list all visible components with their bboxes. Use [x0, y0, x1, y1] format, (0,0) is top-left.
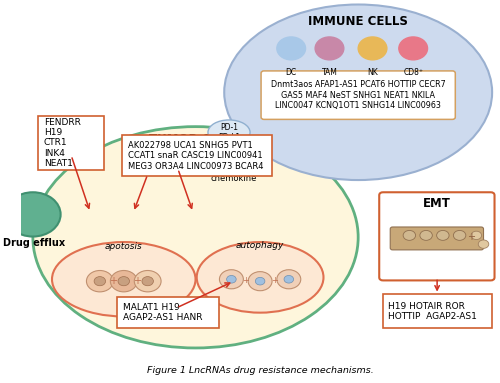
Ellipse shape [224, 5, 492, 180]
Text: chemokine: chemokine [210, 173, 257, 183]
Circle shape [399, 37, 428, 60]
FancyBboxPatch shape [122, 136, 272, 176]
Ellipse shape [33, 127, 358, 348]
Circle shape [454, 231, 466, 241]
Text: EMT: EMT [423, 197, 451, 210]
Text: +: + [466, 232, 474, 242]
Circle shape [248, 272, 272, 291]
Text: +: + [271, 276, 278, 285]
Circle shape [256, 277, 265, 285]
Ellipse shape [208, 120, 250, 145]
Circle shape [86, 270, 113, 292]
Circle shape [94, 277, 106, 286]
Text: IMMUNE CELLS: IMMUNE CELLS [308, 15, 408, 28]
Text: Dnmt3aos AFAP1-AS1 PCAT6 HOTTIP CECR7
GAS5 MAF4 NeST SNHG1 NEAT1 NKILA
LINC0047 : Dnmt3aos AFAP1-AS1 PCAT6 HOTTIP CECR7 GA… [271, 80, 446, 110]
Text: H19 HOTAIR ROR
HOTTIP  AGAP2-AS1: H19 HOTAIR ROR HOTTIP AGAP2-AS1 [388, 302, 477, 321]
FancyBboxPatch shape [382, 294, 492, 329]
Circle shape [110, 270, 137, 292]
Text: DC: DC [286, 68, 297, 77]
Text: +: + [109, 276, 117, 286]
Text: PD-1
PD-L1: PD-1 PD-L1 [218, 123, 240, 142]
Text: CD8⁺: CD8⁺ [403, 68, 423, 77]
Circle shape [134, 270, 161, 292]
Circle shape [315, 37, 344, 60]
Text: +: + [242, 276, 249, 285]
Ellipse shape [196, 242, 324, 313]
Text: NK: NK [367, 68, 378, 77]
Circle shape [436, 231, 449, 241]
Text: apotosis: apotosis [105, 242, 142, 251]
Circle shape [220, 163, 234, 174]
Circle shape [215, 155, 228, 165]
FancyBboxPatch shape [379, 192, 494, 280]
Circle shape [220, 270, 244, 289]
Circle shape [212, 146, 226, 157]
Text: AK022798 UCA1 SNHG5 PVT1
CCAT1 snaR CASC19 LINC00941
MEG3 OR3A4 LINC00973 BCAR4: AK022798 UCA1 SNHG5 PVT1 CCAT1 snaR CASC… [128, 141, 263, 170]
Circle shape [471, 231, 482, 240]
Text: +: + [133, 276, 141, 286]
Text: TUMOR CELLS: TUMOR CELLS [149, 134, 242, 146]
Circle shape [277, 270, 301, 289]
Text: Figure 1 LncRNAs drug resistance mechanisms.: Figure 1 LncRNAs drug resistance mechani… [146, 366, 374, 375]
FancyBboxPatch shape [38, 116, 104, 170]
Text: MALAT1 H19
AGAP2-AS1 HANR: MALAT1 H19 AGAP2-AS1 HANR [123, 303, 202, 322]
Circle shape [222, 149, 235, 159]
FancyBboxPatch shape [261, 71, 456, 119]
Circle shape [420, 231, 432, 241]
Circle shape [5, 192, 60, 237]
Text: autophagy: autophagy [236, 241, 284, 250]
Circle shape [277, 37, 306, 60]
Text: FENDRR
H19
CTR1
INK4
NEAT1: FENDRR H19 CTR1 INK4 NEAT1 [44, 118, 80, 168]
Circle shape [226, 275, 236, 283]
Ellipse shape [52, 242, 196, 316]
FancyBboxPatch shape [390, 227, 484, 250]
Circle shape [478, 240, 489, 248]
Circle shape [403, 231, 415, 241]
Circle shape [284, 275, 294, 283]
Text: Drug efflux: Drug efflux [3, 238, 66, 248]
Circle shape [358, 37, 387, 60]
Text: TAM: TAM [322, 68, 338, 77]
Circle shape [227, 156, 240, 167]
Circle shape [142, 277, 154, 286]
Circle shape [118, 277, 130, 286]
FancyBboxPatch shape [117, 297, 219, 329]
Circle shape [232, 147, 245, 157]
